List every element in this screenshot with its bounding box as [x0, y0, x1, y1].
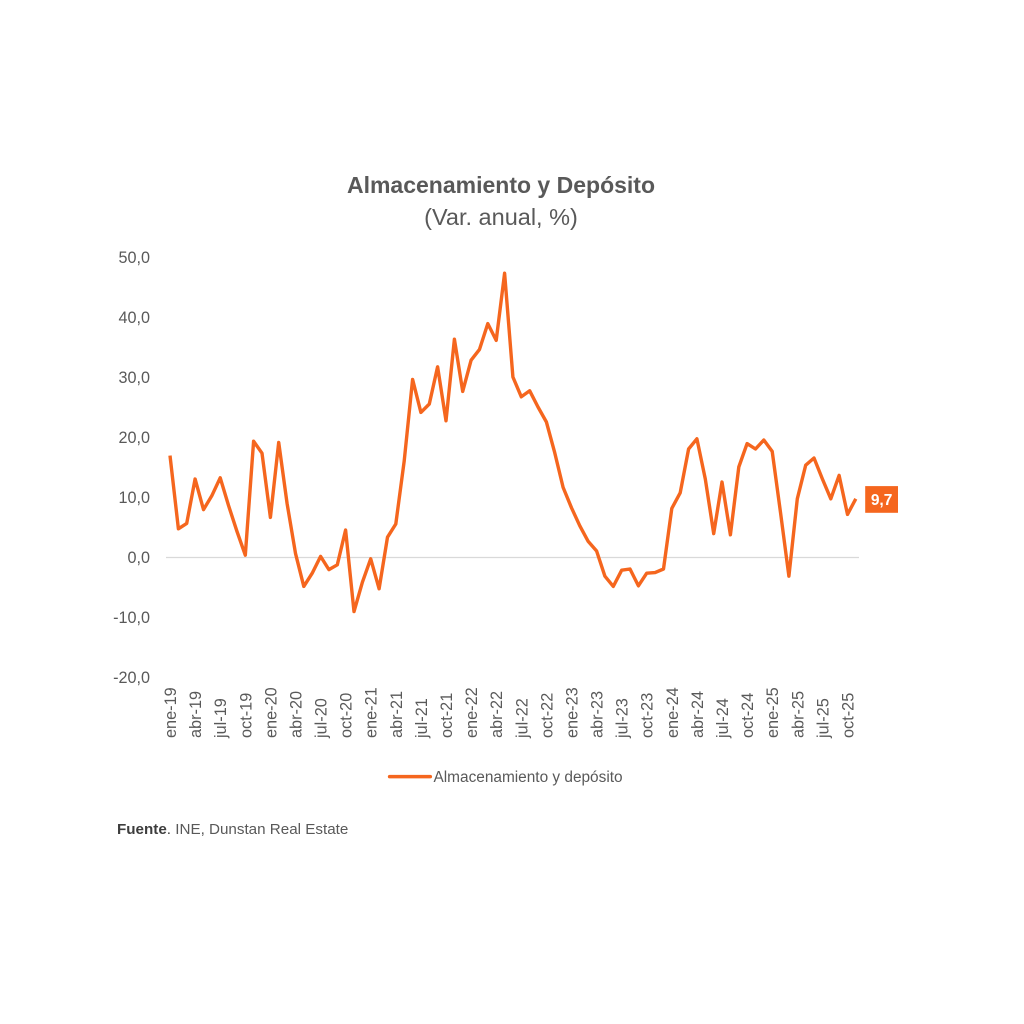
svg-text:abr-24: abr-24	[689, 691, 707, 738]
svg-text:oct-22: oct-22	[538, 693, 556, 738]
svg-text:ene-23: ene-23	[564, 687, 582, 738]
svg-text:ene-19: ene-19	[162, 687, 180, 738]
svg-text:abr-22: abr-22	[488, 691, 506, 738]
svg-text:50,0: 50,0	[118, 249, 150, 267]
svg-text:-10,0: -10,0	[113, 609, 150, 627]
svg-text:oct-23: oct-23	[639, 693, 657, 738]
svg-text:ene-25: ene-25	[764, 687, 782, 738]
svg-text:oct-19: oct-19	[237, 693, 255, 738]
svg-text:10,0: 10,0	[118, 489, 150, 507]
svg-text:0,0: 0,0	[127, 549, 150, 567]
svg-text:oct-24: oct-24	[739, 693, 757, 738]
svg-text:jul-25: jul-25	[814, 698, 832, 739]
svg-text:abr-25: abr-25	[789, 691, 807, 738]
svg-text:Almacenamiento y Depósito: Almacenamiento y Depósito	[347, 172, 655, 198]
svg-text:oct-20: oct-20	[338, 693, 356, 738]
svg-text:-20,0: -20,0	[113, 669, 150, 687]
svg-text:abr-19: abr-19	[187, 691, 205, 738]
svg-text:20,0: 20,0	[118, 429, 150, 447]
svg-text:30,0: 30,0	[118, 369, 150, 387]
svg-text:9,7: 9,7	[871, 492, 893, 509]
svg-text:(Var. anual, %): (Var. anual, %)	[424, 204, 578, 230]
svg-text:oct-21: oct-21	[438, 693, 456, 738]
svg-text:oct-25: oct-25	[840, 693, 858, 738]
svg-text:40,0: 40,0	[118, 309, 150, 327]
svg-text:abr-21: abr-21	[388, 691, 406, 738]
svg-text:Almacenamiento y depósito: Almacenamiento y depósito	[434, 769, 623, 786]
svg-text:abr-23: abr-23	[589, 691, 607, 738]
svg-text:jul-19: jul-19	[212, 698, 230, 739]
svg-text:ene-24: ene-24	[664, 687, 682, 738]
svg-text:ene-21: ene-21	[363, 687, 381, 738]
svg-text:jul-23: jul-23	[614, 698, 632, 739]
svg-text:Fuente. INE, Dunstan Real Esta: Fuente. INE, Dunstan Real Estate	[117, 821, 348, 838]
svg-text:jul-22: jul-22	[513, 698, 531, 739]
svg-text:ene-20: ene-20	[262, 687, 280, 738]
svg-text:ene-22: ene-22	[463, 687, 481, 738]
svg-text:abr-20: abr-20	[288, 691, 306, 738]
svg-text:jul-21: jul-21	[413, 698, 431, 739]
svg-text:jul-24: jul-24	[714, 698, 732, 739]
svg-text:jul-20: jul-20	[313, 698, 331, 739]
